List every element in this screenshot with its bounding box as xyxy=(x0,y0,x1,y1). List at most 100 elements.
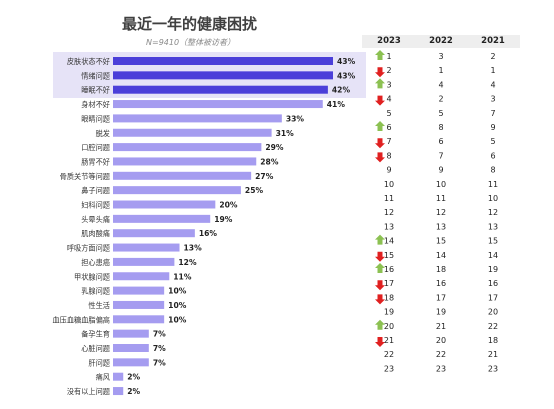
rank-cell-2022: 5 xyxy=(438,109,443,118)
value-label: 10% xyxy=(168,301,187,310)
value-label: 20% xyxy=(219,201,238,210)
bar xyxy=(113,200,216,209)
rank-cell-2023: 12 xyxy=(384,208,394,217)
category-label: 甲状腺问题 xyxy=(74,272,110,281)
category-label: 妇科问题 xyxy=(81,201,110,210)
bar xyxy=(113,243,180,252)
rank-cell-2022: 20 xyxy=(436,336,446,345)
rank-cell-2021: 17 xyxy=(488,293,498,302)
category-label: 眼睛问题 xyxy=(81,114,110,123)
category-label: 皮肤状态不好 xyxy=(67,57,110,66)
bar xyxy=(113,186,241,195)
category-label: 痛风 xyxy=(96,373,110,382)
trend-down-arrow-icon xyxy=(375,152,385,163)
rank-cell-2022: 12 xyxy=(436,208,446,217)
value-label: 33% xyxy=(286,114,305,123)
category-label: 头晕头痛 xyxy=(81,215,110,224)
category-label: 骨质关节等问题 xyxy=(60,172,110,181)
value-label: 2% xyxy=(127,373,140,382)
rank-cell-2023: 10 xyxy=(384,180,394,189)
trend-down-arrow-icon xyxy=(375,280,385,291)
rank-cell-2022: 6 xyxy=(438,137,443,146)
bar xyxy=(113,214,211,223)
rank-cell-2023: 23 xyxy=(384,364,394,373)
category-label: 性生活 xyxy=(88,301,110,310)
rank-cell-2021: 11 xyxy=(488,180,498,189)
bar xyxy=(113,329,149,338)
rank-cell-2023: 9 xyxy=(386,166,391,175)
rank-cell-2023: 16 xyxy=(384,265,394,274)
category-label: 睡眠不好 xyxy=(81,86,110,95)
rank-cell-2021: 16 xyxy=(488,279,498,288)
trend-up-arrow-icon xyxy=(375,234,385,245)
value-label: 7% xyxy=(153,330,166,339)
bar xyxy=(113,372,124,381)
bar xyxy=(113,143,262,152)
bar xyxy=(113,171,252,180)
rank-cell-2022: 8 xyxy=(438,123,443,132)
rank-cell-2021: 12 xyxy=(488,208,498,217)
value-label: 19% xyxy=(214,215,233,224)
value-label: 42% xyxy=(332,86,351,95)
rank-cell-2022: 7 xyxy=(438,151,443,160)
rank-cell-2021: 22 xyxy=(488,322,498,331)
rank-cell-2023: 6 xyxy=(386,123,391,132)
rank-cell-2021: 14 xyxy=(488,251,498,260)
rank-cell-2021: 7 xyxy=(490,109,495,118)
rank-cell-2023: 2 xyxy=(386,66,391,75)
rank-cell-2021: 4 xyxy=(490,80,495,89)
rank-cell-2023: 17 xyxy=(384,279,394,288)
value-label: 31% xyxy=(276,129,295,138)
rank-cell-2023: 13 xyxy=(384,222,394,231)
column-header-2022: 2022 xyxy=(429,36,453,46)
value-label: 12% xyxy=(178,258,197,267)
bar xyxy=(113,300,165,309)
trend-down-arrow-icon xyxy=(375,67,385,78)
rank-cell-2022: 21 xyxy=(436,322,446,331)
rank-cell-2022: 3 xyxy=(438,52,443,61)
rank-cell-2022: 23 xyxy=(436,364,446,373)
value-label: 2% xyxy=(127,387,140,396)
bar xyxy=(113,157,257,166)
category-label: 肝问题 xyxy=(88,358,110,367)
trend-down-arrow-icon xyxy=(375,337,385,347)
rank-cell-2023: 5 xyxy=(386,109,391,118)
rank-cell-2023: 4 xyxy=(386,95,391,104)
category-label: 没有以上问题 xyxy=(67,387,110,396)
rank-cell-2022: 10 xyxy=(436,180,446,189)
bar xyxy=(113,344,149,352)
rank-cell-2023: 3 xyxy=(386,80,391,89)
category-label: 血压血糖血脂偏高 xyxy=(52,315,110,324)
rank-cell-2023: 7 xyxy=(386,137,391,146)
trend-up-arrow-icon xyxy=(375,319,385,330)
rank-cell-2023: 15 xyxy=(384,251,394,260)
rank-cell-2023: 19 xyxy=(384,308,394,317)
rank-cell-2023: 1 xyxy=(386,52,391,61)
category-label: 情绪问题 xyxy=(81,71,110,80)
chart-subtitle: N=9410（整体被访者） xyxy=(146,38,236,47)
category-label: 脱发 xyxy=(96,129,110,138)
rank-cell-2023: 22 xyxy=(384,350,394,359)
bar xyxy=(113,100,323,109)
rank-cell-2021: 23 xyxy=(488,364,498,373)
rank-cell-2022: 4 xyxy=(438,80,443,89)
rank-cell-2023: 18 xyxy=(384,293,394,302)
value-label: 43% xyxy=(337,57,356,66)
bar xyxy=(113,229,195,238)
rank-cell-2021: 8 xyxy=(490,166,495,175)
rank-cell-2021: 13 xyxy=(488,222,498,231)
rank-cell-2021: 1 xyxy=(490,66,495,75)
value-label: 43% xyxy=(337,71,356,80)
rank-cell-2021: 15 xyxy=(488,237,498,246)
category-label: 口腔问题 xyxy=(81,143,110,152)
bar xyxy=(113,114,282,123)
trend-down-arrow-icon xyxy=(375,294,385,305)
category-label: 呼吸方面问题 xyxy=(67,244,110,253)
trend-up-arrow-icon xyxy=(375,50,385,60)
trend-up-arrow-icon xyxy=(375,121,385,131)
category-label: 担心患癌 xyxy=(81,258,110,267)
value-label: 10% xyxy=(168,315,187,324)
rank-cell-2022: 2 xyxy=(438,95,443,104)
bar xyxy=(113,71,333,80)
